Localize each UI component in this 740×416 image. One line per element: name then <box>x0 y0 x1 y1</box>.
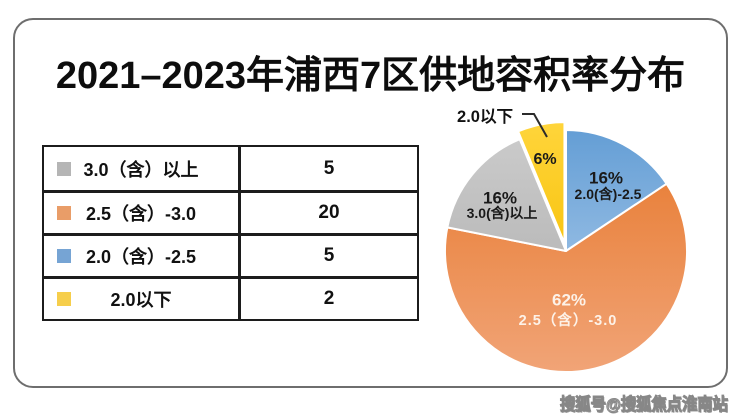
color-swatch-icon <box>57 161 71 176</box>
row-value: 5 <box>238 236 417 276</box>
table-row: 2.0（含）-2.5 5 <box>44 233 417 276</box>
table-row: 3.0（含）以上 5 <box>44 147 417 190</box>
pie-svg <box>444 113 688 373</box>
row-label: 3.0（含）以上 <box>83 159 199 180</box>
row-label-cell: 2.5（含）-3.0 <box>44 193 238 233</box>
watermark: 搜狐号@搜狐焦点淮南站 <box>560 395 729 415</box>
row-value: 5 <box>238 147 417 190</box>
pie-slice <box>444 182 688 373</box>
callout-line-icon <box>522 113 548 138</box>
row-value: 2 <box>238 279 417 319</box>
row-label: 2.0（含）-2.5 <box>85 247 197 267</box>
legend-table: 3.0（含）以上 5 2.5（含）-3.0 20 2.0（含）-2.5 5 2.0以下 2 <box>42 145 419 321</box>
row-label-cell: 2.0以下 <box>44 279 238 319</box>
row-label: 2.0以下 <box>110 290 172 310</box>
row-label-cell: 2.0（含）-2.5 <box>44 236 238 276</box>
row-value: 20 <box>238 193 417 233</box>
table-row: 2.5（含）-3.0 20 <box>44 190 417 233</box>
pie-slice <box>446 138 567 252</box>
pie-chart: 2.0以下 16% 2.0(含)-2.5 62% 2.5（含）-3.0 16% 3.0(含… <box>430 100 730 395</box>
table-row: 2.0以下 2 <box>44 276 417 319</box>
pie-slice <box>565 129 668 252</box>
row-label: 2.5（含）-3.0 <box>85 204 197 224</box>
page-title: 2021–2023年浦西7区供地容积率分布 <box>55 55 686 97</box>
color-swatch-icon <box>57 249 71 263</box>
color-swatch-icon <box>57 206 71 220</box>
row-label-cell: 3.0（含）以上 <box>44 147 238 190</box>
color-swatch-icon <box>57 292 71 306</box>
